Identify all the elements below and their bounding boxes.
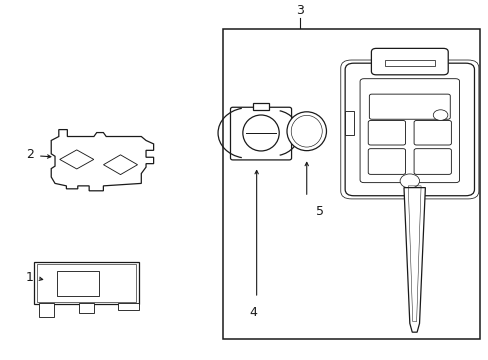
Bar [345,112,353,135]
Text: 3: 3 [296,4,304,17]
FancyBboxPatch shape [413,149,450,174]
Bar [37,264,136,302]
FancyBboxPatch shape [359,79,459,183]
Polygon shape [51,130,153,191]
Bar [384,60,434,66]
Bar [34,262,139,304]
Ellipse shape [432,110,447,120]
Polygon shape [103,155,137,175]
Polygon shape [60,150,94,169]
FancyBboxPatch shape [413,121,450,145]
Ellipse shape [291,115,322,147]
FancyBboxPatch shape [368,94,449,119]
FancyBboxPatch shape [367,121,405,145]
FancyBboxPatch shape [345,63,473,196]
Text: 5: 5 [315,205,324,218]
Bar [118,303,139,310]
Text: 2: 2 [26,148,35,161]
Text: 1: 1 [25,271,34,284]
Bar [57,271,99,296]
Polygon shape [403,188,425,332]
FancyBboxPatch shape [367,149,405,174]
Bar [252,103,269,110]
Ellipse shape [399,174,419,188]
Bar [222,29,479,339]
Ellipse shape [243,115,279,151]
Bar [79,303,94,313]
Bar [40,303,54,317]
Ellipse shape [286,112,326,150]
FancyBboxPatch shape [371,48,447,75]
Text: 4: 4 [249,306,257,319]
FancyBboxPatch shape [230,107,291,160]
